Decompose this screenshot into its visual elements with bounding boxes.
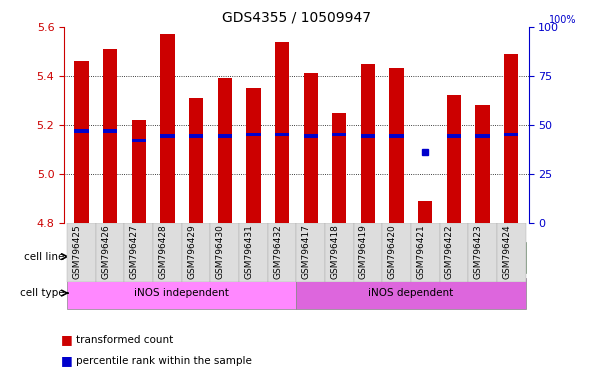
Text: GSM796428: GSM796428 — [158, 225, 167, 279]
Bar — [96, 223, 125, 282]
Bar — [447, 95, 461, 223]
Bar — [304, 134, 318, 137]
Bar — [74, 129, 89, 132]
Bar — [361, 64, 375, 223]
Bar — [131, 120, 146, 223]
Bar — [389, 134, 404, 137]
Text: cell line: cell line — [24, 252, 65, 262]
Text: ■: ■ — [61, 333, 73, 346]
Text: GSM796425: GSM796425 — [72, 225, 81, 279]
Bar — [67, 278, 296, 310]
Bar — [296, 278, 525, 310]
Text: GSM796429: GSM796429 — [187, 225, 196, 279]
Bar — [181, 242, 296, 273]
Bar — [418, 201, 433, 223]
Bar — [504, 54, 519, 223]
Bar — [181, 223, 210, 282]
Text: GSM796427: GSM796427 — [130, 225, 139, 279]
Title: GDS4355 / 10509947: GDS4355 / 10509947 — [222, 10, 371, 24]
Bar — [67, 223, 96, 282]
Bar — [475, 134, 490, 137]
Bar — [440, 223, 468, 282]
Bar — [189, 134, 203, 137]
Bar — [304, 73, 318, 223]
Bar — [218, 134, 232, 137]
Bar — [411, 223, 440, 282]
Bar — [67, 242, 181, 273]
Bar — [153, 223, 181, 282]
Bar — [268, 223, 296, 282]
Text: GSM796417: GSM796417 — [302, 225, 310, 280]
Bar — [332, 113, 346, 223]
Bar — [218, 78, 232, 223]
Bar — [468, 223, 497, 282]
Text: GSM796422: GSM796422 — [445, 225, 454, 279]
Text: GSM796424: GSM796424 — [502, 225, 511, 279]
Bar — [246, 133, 260, 136]
Bar — [497, 223, 525, 282]
Text: ■: ■ — [61, 354, 73, 367]
Bar — [125, 223, 153, 282]
Bar — [504, 133, 519, 136]
Bar — [239, 223, 268, 282]
Text: percentile rank within the sample: percentile rank within the sample — [76, 356, 252, 366]
Bar — [74, 61, 89, 223]
Text: GSM796420: GSM796420 — [387, 225, 397, 279]
Bar — [275, 133, 289, 136]
Text: iNOS independent: iNOS independent — [134, 288, 229, 298]
Text: uvmo-4: uvmo-4 — [334, 252, 373, 262]
Bar — [160, 34, 175, 223]
Text: uvmo-3: uvmo-3 — [219, 252, 259, 262]
Bar — [103, 49, 117, 223]
Text: GSM796431: GSM796431 — [244, 225, 254, 280]
Bar — [103, 129, 117, 132]
Text: transformed count: transformed count — [76, 335, 174, 345]
Bar — [325, 223, 354, 282]
Bar — [361, 134, 375, 137]
Text: Spl4-10: Spl4-10 — [448, 252, 488, 262]
Text: GSM796421: GSM796421 — [416, 225, 425, 279]
Text: uvmo-2: uvmo-2 — [104, 252, 144, 262]
Bar — [411, 242, 525, 273]
Text: GSM796426: GSM796426 — [101, 225, 110, 279]
Text: cell type: cell type — [20, 288, 65, 298]
Text: GSM796419: GSM796419 — [359, 225, 368, 280]
Bar — [246, 88, 260, 223]
Bar — [382, 223, 411, 282]
Text: iNOS dependent: iNOS dependent — [368, 288, 453, 298]
Text: GSM796418: GSM796418 — [331, 225, 339, 280]
Text: 100%: 100% — [549, 15, 577, 25]
Bar — [475, 105, 490, 223]
Bar — [389, 68, 404, 223]
Text: GSM796423: GSM796423 — [474, 225, 483, 279]
Bar — [210, 223, 239, 282]
Bar — [447, 134, 461, 137]
Bar — [332, 133, 346, 136]
Bar — [296, 223, 325, 282]
Bar — [296, 242, 411, 273]
Bar — [189, 98, 203, 223]
Bar — [131, 139, 146, 142]
Text: GSM796432: GSM796432 — [273, 225, 282, 279]
Text: GSM796430: GSM796430 — [216, 225, 225, 280]
Bar — [275, 41, 289, 223]
Bar — [354, 223, 382, 282]
Bar — [160, 134, 175, 137]
